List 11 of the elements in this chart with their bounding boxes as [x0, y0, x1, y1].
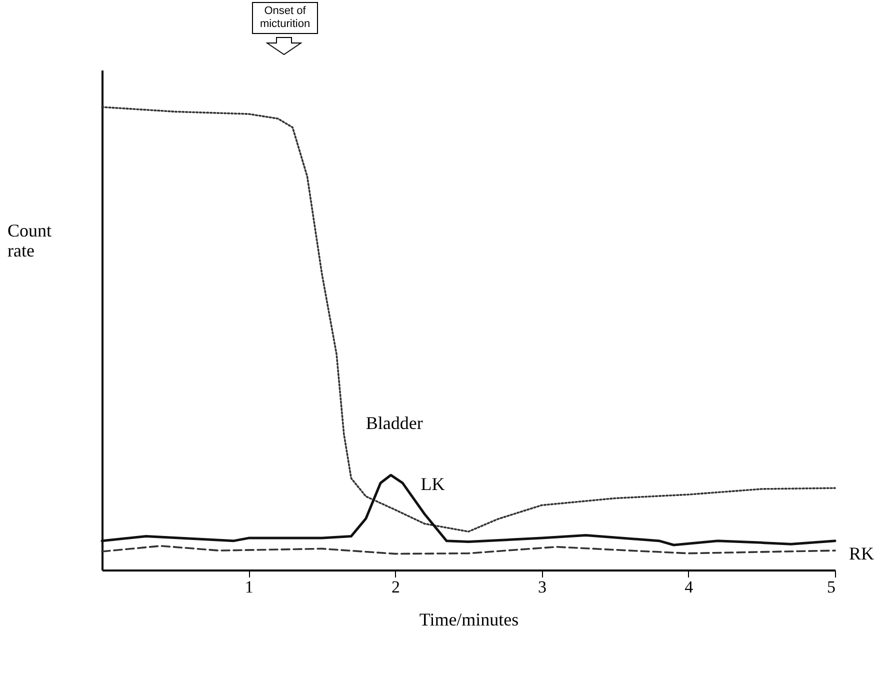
x-tick-label: 5: [827, 578, 836, 596]
x-tick-label: 4: [684, 578, 694, 596]
series-label: LK: [420, 474, 445, 494]
x-tick-label: 3: [538, 578, 547, 596]
y-axis-title: Count rate: [8, 220, 52, 260]
x-tick-label: 2: [391, 578, 400, 596]
text: Onset of micturition: [252, 2, 318, 34]
x-tick-label: 1: [244, 578, 254, 596]
series-label: RK: [849, 544, 874, 564]
x-axis-title: Time/minutes: [419, 610, 519, 630]
series-label: Bladder: [366, 412, 423, 433]
